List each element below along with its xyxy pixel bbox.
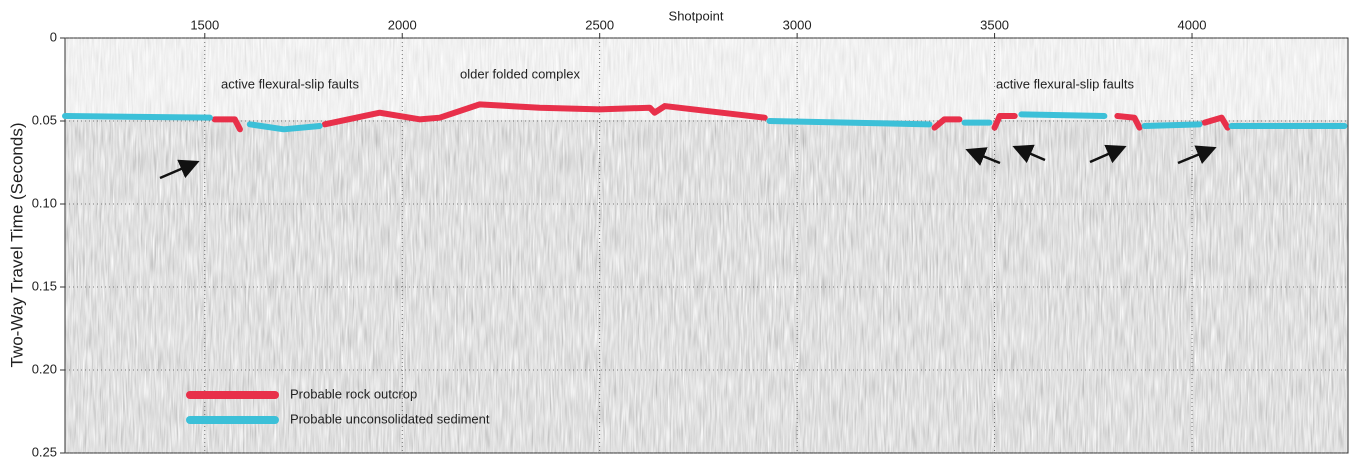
x-tick-label: 2000 — [388, 17, 417, 32]
x-tick-label: 3000 — [783, 17, 812, 32]
annotation: active flexural-slip faults — [996, 76, 1134, 91]
y-tick-label: 0.20 — [32, 361, 57, 376]
annotation: older folded complex — [460, 66, 580, 81]
y-tick-label: 0.25 — [32, 444, 57, 459]
annotation: active flexural-slip faults — [221, 76, 359, 91]
x-tick-label: 3500 — [980, 17, 1009, 32]
y-axis-title: Two-Way Travel Time (Seconds) — [7, 123, 26, 368]
legend-label: Probable unconsolidated sediment — [290, 411, 490, 426]
legend-label: Probable rock outcrop — [290, 386, 417, 401]
x-tick-label: 2500 — [585, 17, 614, 32]
x-axis-title: Shotpoint — [669, 8, 724, 23]
y-tick-label: 0.10 — [32, 195, 57, 210]
x-tick-label: 1500 — [190, 17, 219, 32]
x-tick-label: 4000 — [1178, 17, 1207, 32]
y-tick-label: 0.05 — [32, 112, 57, 127]
y-tick-label: 0 — [50, 29, 57, 44]
y-tick-label: 0.15 — [32, 278, 57, 293]
chart: Shotpoint Two-Way Travel Time (Seconds) … — [0, 0, 1352, 460]
